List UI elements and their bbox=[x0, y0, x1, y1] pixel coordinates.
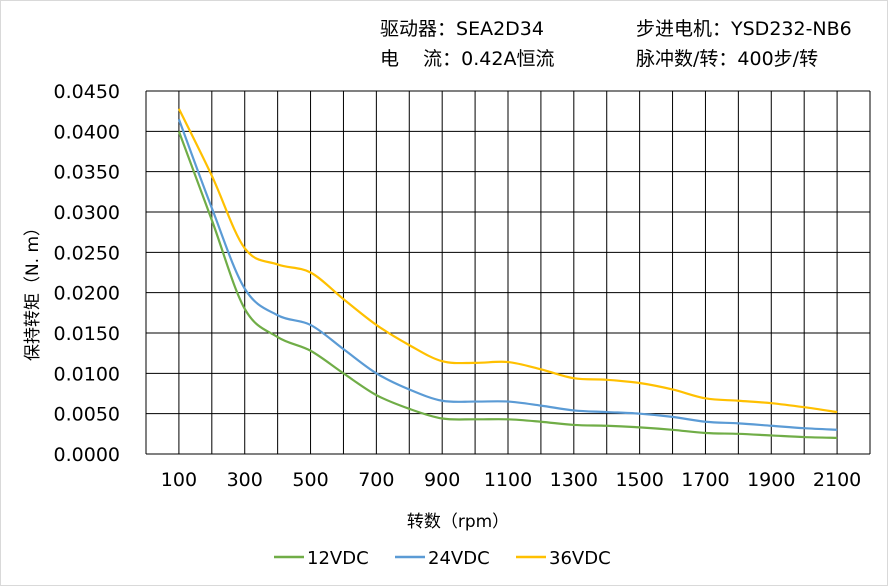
x-tick-labels: 100 300 500 700 900 1100 1300 1500 1700 1900 2100 bbox=[161, 469, 861, 491]
y-tick-label: 0.0100 bbox=[54, 363, 120, 385]
series-line-12vdc bbox=[177, 130, 838, 439]
x-tick-label: 1500 bbox=[615, 469, 663, 491]
x-tick-label: 500 bbox=[292, 469, 328, 491]
pulse-info: 脉冲数/转：400步/转 bbox=[636, 44, 818, 71]
x-tick-label: 1100 bbox=[484, 469, 532, 491]
y-tick-label: 0.0200 bbox=[54, 283, 120, 305]
x-tick-label: 1700 bbox=[681, 469, 729, 491]
current-value: 0.42A恒流 bbox=[461, 48, 555, 70]
y-tick-label: 0.0450 bbox=[54, 81, 120, 103]
y-tick-label: 0.0300 bbox=[54, 202, 120, 224]
y-tick-labels: 0.0000 0.0050 0.0100 0.0150 0.0200 0.0250 0.03… bbox=[54, 81, 120, 466]
y-tick-label: 0.0000 bbox=[54, 444, 120, 466]
x-tick-label: 700 bbox=[358, 469, 394, 491]
driver-value: SEA2D34 bbox=[456, 18, 544, 40]
y-tick-label: 0.0350 bbox=[54, 162, 120, 184]
x-tick-label: 1900 bbox=[747, 469, 795, 491]
motor-label: 步进电机： bbox=[636, 18, 732, 40]
grid bbox=[145, 90, 871, 455]
y-axis-label: 保持转矩（N. m） bbox=[23, 219, 43, 361]
motor-value: YSD232-NB6 bbox=[731, 18, 852, 40]
driver-label: 驱动器： bbox=[380, 18, 457, 40]
legend-label: 36VDC bbox=[549, 548, 611, 569]
y-tick-label: 0.0400 bbox=[54, 121, 120, 143]
series-line-24vdc bbox=[177, 118, 838, 431]
driver-info: 驱动器：SEA2D34 bbox=[380, 14, 544, 41]
x-tick-label: 100 bbox=[161, 469, 197, 491]
series-lines bbox=[177, 108, 838, 439]
motor-info: 步进电机：YSD232-NB6 bbox=[636, 14, 852, 41]
series-line-36vdc bbox=[177, 108, 838, 414]
y-tick-label: 0.0250 bbox=[54, 242, 120, 264]
x-tick-label: 300 bbox=[227, 469, 263, 491]
pulse-value: 400步/转 bbox=[737, 48, 819, 70]
x-axis-label: 转数（rpm） bbox=[407, 512, 509, 532]
y-tick-label: 0.0050 bbox=[54, 404, 120, 426]
x-tick-label: 2100 bbox=[813, 469, 861, 491]
y-tick-label: 0.0150 bbox=[54, 323, 120, 345]
current-info: 电 流：0.42A恒流 bbox=[380, 44, 554, 71]
legend: 12VDC 24VDC 36VDC bbox=[274, 548, 611, 569]
current-label: 电 流： bbox=[380, 48, 462, 70]
legend-label: 24VDC bbox=[428, 548, 490, 569]
x-tick-label: 1300 bbox=[550, 469, 598, 491]
legend-label: 12VDC bbox=[307, 548, 369, 569]
pulse-label: 脉冲数/转： bbox=[636, 48, 738, 70]
x-tick-label: 900 bbox=[424, 469, 460, 491]
